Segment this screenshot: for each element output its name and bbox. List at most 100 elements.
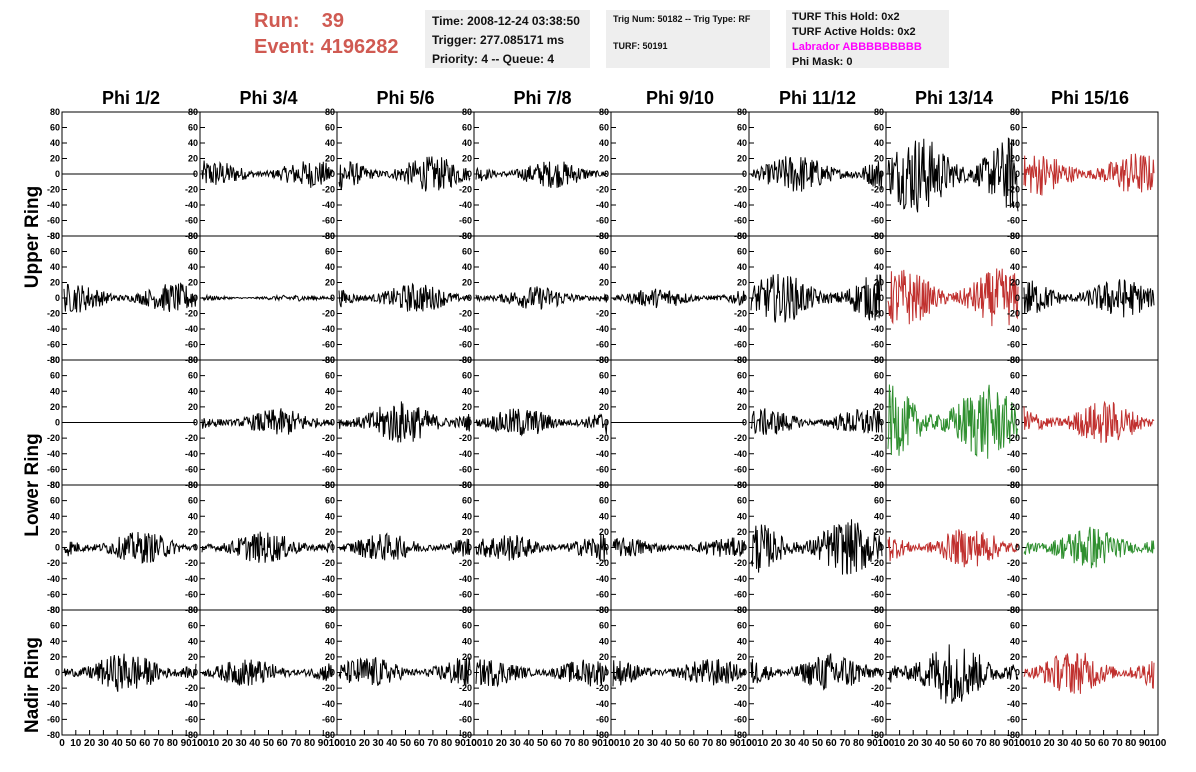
x-tick-label: 10: [482, 738, 494, 749]
y-tick-label: 20: [737, 154, 747, 164]
x-tick-label: 90: [181, 738, 193, 749]
y-tick-label: 80: [874, 480, 884, 490]
y-tick-label: -20: [1007, 309, 1020, 319]
y-tick-label: 80: [599, 605, 609, 615]
y-tick-label: 0: [330, 169, 335, 179]
labrador-text: Labrador ABBBBBBBBB: [792, 41, 922, 53]
y-tick-label: -40: [871, 699, 884, 709]
y-tick-label: -40: [459, 200, 472, 210]
x-tick-label: 80: [853, 738, 865, 749]
x-tick-label: 60: [688, 738, 700, 749]
y-tick-label: 60: [737, 496, 747, 506]
y-tick-label: 80: [599, 480, 609, 490]
y-tick-label: -20: [596, 433, 609, 443]
y-tick-label: -20: [871, 433, 884, 443]
y-tick-label: 20: [737, 402, 747, 412]
y-tick-label: 40: [50, 138, 60, 148]
y-tick-label: -40: [871, 449, 884, 459]
y-tick-label: 60: [737, 123, 747, 133]
x-tick-label: 40: [386, 738, 398, 749]
y-tick-label: -40: [1007, 449, 1020, 459]
x-tick-label: 90: [867, 738, 879, 749]
y-tick-label: 60: [188, 247, 198, 257]
turf-this-hold-text: TURF This Hold: 0x2: [792, 11, 900, 23]
x-tick-label: 60: [962, 738, 974, 749]
y-tick-label: -60: [596, 464, 609, 474]
y-tick-label: 80: [1010, 605, 1020, 615]
y-tick-label: 40: [599, 262, 609, 272]
y-tick-label: 0: [55, 543, 60, 553]
y-tick-label: 40: [874, 511, 884, 521]
y-tick-label: 0: [879, 668, 884, 678]
y-tick-label: 20: [1010, 154, 1020, 164]
y-tick-label: 20: [599, 652, 609, 662]
x-tick-label: 0: [59, 738, 65, 749]
x-tick-label: 60: [551, 738, 563, 749]
y-tick-label: -60: [322, 216, 335, 226]
y-tick-label: -40: [734, 574, 747, 584]
y-tick-label: 60: [1010, 123, 1020, 133]
x-tick-label: 100: [1014, 738, 1031, 749]
x-tick-label: 100: [878, 738, 895, 749]
y-tick-label: 80: [462, 355, 472, 365]
panel-frame: [610, 235, 750, 361]
y-tick-label: 0: [330, 543, 335, 553]
y-tick-label: -60: [459, 216, 472, 226]
y-tick-label: 60: [874, 247, 884, 257]
y-tick-label: 60: [737, 247, 747, 257]
y-tick-label: 20: [462, 652, 472, 662]
x-tick-label: 20: [633, 738, 645, 749]
x-tick-label: 70: [839, 738, 851, 749]
x-tick-label: 100: [603, 738, 620, 749]
y-tick-label: 80: [462, 231, 472, 241]
y-tick-label: 60: [1010, 621, 1020, 631]
y-tick-label: 0: [604, 293, 609, 303]
y-tick-label: 40: [325, 262, 335, 272]
y-tick-label: -20: [322, 309, 335, 319]
y-tick-label: -40: [185, 324, 198, 334]
x-tick-label: 100: [192, 738, 209, 749]
y-tick-label: 40: [1010, 138, 1020, 148]
y-tick-label: 60: [188, 496, 198, 506]
y-tick-label: 80: [874, 605, 884, 615]
y-tick-label: 20: [188, 402, 198, 412]
y-tick-label: -20: [185, 433, 198, 443]
y-tick-label: -20: [47, 309, 60, 319]
run-event-block: Run: 39 Event: 4196282: [254, 8, 399, 60]
y-tick-label: -80: [185, 730, 198, 740]
y-tick-label: 60: [325, 371, 335, 381]
y-tick-label: 0: [193, 668, 198, 678]
y-tick-label: -20: [185, 558, 198, 568]
y-tick-label: 0: [330, 418, 335, 428]
y-tick-label: 40: [462, 511, 472, 521]
y-tick-label: 40: [737, 636, 747, 646]
x-tick-label: 60: [414, 738, 426, 749]
y-tick-label: 60: [599, 371, 609, 381]
y-tick-label: 80: [325, 480, 335, 490]
waveform-trace: [887, 137, 1019, 213]
y-tick-label: 20: [599, 402, 609, 412]
y-tick-label: 40: [462, 636, 472, 646]
y-tick-label: 40: [1010, 636, 1020, 646]
y-tick-label: -60: [47, 216, 60, 226]
y-tick-label: -20: [734, 185, 747, 195]
y-tick-label: -60: [596, 589, 609, 599]
trigger-text: Trigger: 277.085171 ms: [432, 33, 565, 47]
y-tick-label: 0: [879, 169, 884, 179]
y-tick-label: 80: [874, 355, 884, 365]
y-tick-label: 20: [462, 154, 472, 164]
y-tick-label: 0: [1015, 293, 1020, 303]
waveform-trace: [338, 156, 471, 192]
waveform-trace: [1023, 526, 1155, 569]
y-tick-label: -60: [185, 714, 198, 724]
y-tick-label: 80: [599, 355, 609, 365]
waveform-trace: [750, 407, 883, 435]
waveform-trace: [63, 282, 197, 313]
y-tick-label: -60: [459, 714, 472, 724]
x-tick-label: 50: [948, 738, 960, 749]
y-tick-label: -40: [47, 574, 60, 584]
y-tick-label: 80: [1010, 107, 1020, 117]
y-tick-label: 0: [467, 169, 472, 179]
y-tick-label: -20: [459, 433, 472, 443]
x-tick-label: 20: [222, 738, 234, 749]
